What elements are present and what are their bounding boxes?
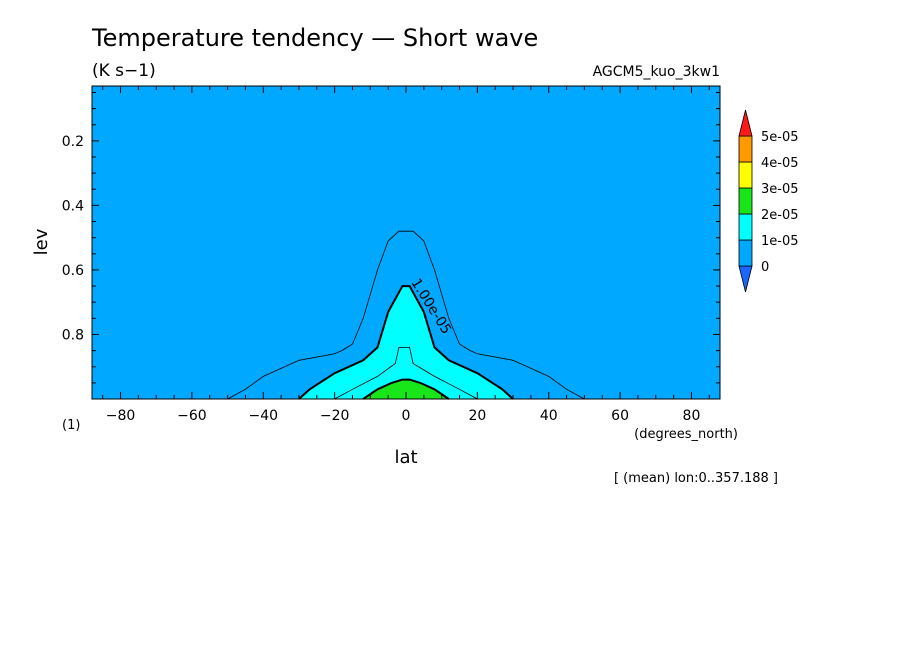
x-tick-labels: −80 −60 −40 −20 0 20 40 60 80 (106, 408, 701, 424)
filled-region-2 (363, 379, 449, 399)
x-axis-unit: (degrees_north) (634, 427, 738, 442)
colorbar-level-label: 5e-05 (761, 130, 799, 145)
colorbar-segment (738, 187, 753, 215)
colorbar-segment (738, 239, 753, 267)
colorbar-level-label: 0 (761, 260, 769, 275)
y-tick-label: 0.8 (62, 327, 84, 343)
x-tick-label: −20 (320, 408, 350, 424)
colorbar-level-label: 1e-05 (761, 234, 799, 249)
x-tick-label: 0 (402, 408, 411, 424)
colorbar-level-label: 3e-05 (761, 182, 799, 197)
x-tick-label: 60 (611, 408, 629, 424)
mean-note: [ (mean) lon:0..357.188 ] (614, 471, 778, 486)
filled-region-1 (299, 286, 513, 399)
x-axis-label: lat (394, 447, 417, 468)
contour-line-2e-05 (362, 378, 450, 400)
experiment-label: AGCM5_kuo_3kw1 (593, 64, 720, 80)
colorbar-level-label: 4e-05 (761, 156, 799, 171)
colorbar-extend-low (738, 265, 753, 293)
x-tick-label: −40 (248, 408, 278, 424)
colorbar-segment (738, 213, 753, 241)
colorbar: 0 1e-05 2e-05 3e-05 4e-05 5e-05 (738, 109, 799, 293)
y-tick-label: 0.4 (62, 198, 84, 214)
x-tick-label: −60 (177, 408, 207, 424)
filled-contours (299, 286, 513, 399)
x-tick-label: 80 (683, 408, 701, 424)
colorbar-extend-high (738, 109, 753, 137)
y-tick-labels: 0.2 0.4 0.6 0.8 (62, 134, 84, 344)
colorbar-level-label: 2e-05 (761, 208, 799, 223)
contour-line-5e-06 (227, 230, 585, 400)
y-tick-label: 0.2 (62, 134, 84, 150)
x-tick-label: 20 (468, 408, 486, 424)
x-tick-label: 40 (540, 408, 558, 424)
chart-title: Temperature tendency — Short wave (91, 24, 538, 52)
y-axis-label: lev (31, 228, 52, 255)
axis-ticks (92, 86, 720, 399)
units-label: (K s−1) (92, 61, 156, 81)
colorbar-segment (738, 161, 753, 189)
contour-line-1.5e-05 (334, 347, 478, 400)
contour-lines (227, 230, 585, 400)
x-tick-label: −80 (106, 408, 136, 424)
contour-line-1e-05 (298, 285, 514, 400)
y-tick-label: 0.6 (62, 263, 84, 279)
colorbar-segment (738, 135, 753, 163)
y-axis-unit: (1) (62, 418, 80, 433)
plot-area (91, 85, 721, 400)
